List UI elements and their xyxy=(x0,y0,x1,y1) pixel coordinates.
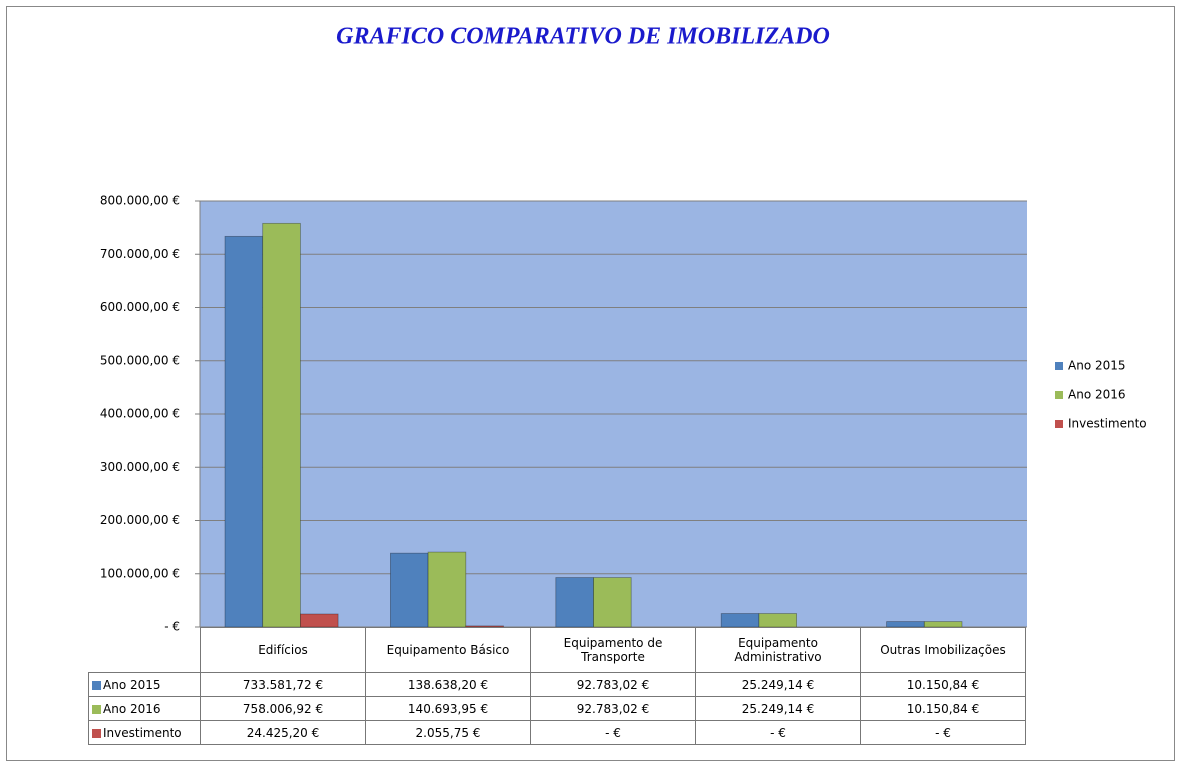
table-header-row: Edifícios Equipamento Básico Equipamento d… xyxy=(88,627,1026,673)
table-row: Ano 2016 758.006,92 €140.693,95 €92.783,0… xyxy=(88,696,1026,721)
table-value: - € xyxy=(530,720,696,745)
table-value: 733.581,72 € xyxy=(200,672,366,697)
table-corner xyxy=(88,627,201,673)
bar xyxy=(262,222,301,628)
table-value: 92.783,02 € xyxy=(530,696,696,721)
series-name: Investimento xyxy=(103,725,182,740)
x-tick-label: Edifícios xyxy=(200,627,366,673)
table-row-header: Ano 2015 xyxy=(88,672,201,697)
table-value: 138.638,20 € xyxy=(365,672,531,697)
table-key xyxy=(92,728,101,738)
table-value: 2.055,75 € xyxy=(365,720,531,745)
series-name: Ano 2015 xyxy=(103,677,161,692)
data-table: Edifícios Equipamento Básico Equipamento d… xyxy=(88,627,1026,745)
x-tick-label: Equipamento de Transporte xyxy=(530,627,696,673)
bar xyxy=(720,613,760,628)
table-key xyxy=(92,704,101,714)
y-tick-label: 600.000,00 € xyxy=(100,300,180,314)
y-tick-label: 700.000,00 € xyxy=(100,247,180,261)
chart-title: GRAFICO COMPARATIVO DE IMOBILIZADO xyxy=(336,24,830,50)
y-tick-label: 100.000,00 € xyxy=(100,566,180,580)
legend-label: Ano 2016 xyxy=(1068,388,1126,402)
table-value: 140.693,95 € xyxy=(365,696,531,721)
series-name: Ano 2016 xyxy=(103,701,161,716)
x-tick-label: Equipamento Administrativo xyxy=(695,627,861,673)
table-value: 25.249,14 € xyxy=(695,696,861,721)
bar xyxy=(923,621,963,628)
legend-swatch xyxy=(1055,420,1063,428)
legend-swatch xyxy=(1055,362,1063,370)
table-row: Ano 2015 733.581,72 €138.638,20 €92.783,0… xyxy=(88,672,1026,697)
bar xyxy=(299,613,339,628)
y-tick-label: 800.000,00 € xyxy=(100,194,180,208)
bar xyxy=(758,613,798,628)
y-tick-label: 200.000,00 € xyxy=(100,513,180,527)
table-value: 92.783,02 € xyxy=(530,672,696,697)
table-value: - € xyxy=(860,720,1026,745)
y-tick-label: 300.000,00 € xyxy=(100,460,180,474)
bar xyxy=(427,551,467,628)
legend-label: Ano 2015 xyxy=(1068,359,1126,373)
bar xyxy=(555,577,594,628)
table-key xyxy=(92,680,101,690)
table-row-header: Ano 2016 xyxy=(88,696,201,721)
table-value: - € xyxy=(695,720,861,745)
table-value: 10.150,84 € xyxy=(860,696,1026,721)
y-tick-label: 500.000,00 € xyxy=(100,353,180,367)
bar xyxy=(593,577,632,628)
x-tick-label: Equipamento Básico xyxy=(365,627,531,673)
bar xyxy=(389,552,429,628)
legend-swatch xyxy=(1055,391,1063,399)
chart-border xyxy=(6,6,1175,761)
table-row: Investimento 24.425,20 €2.055,75 € - € - € -… xyxy=(88,720,1026,745)
bar xyxy=(224,235,264,628)
y-tick-label: 400.000,00 € xyxy=(100,407,180,421)
table-row-header: Investimento xyxy=(88,720,201,745)
table-value: 10.150,84 € xyxy=(860,672,1026,697)
legend-label: Investimento xyxy=(1068,417,1147,431)
table-value: 25.249,14 € xyxy=(695,672,861,697)
x-tick-label: Outras Imobilizações xyxy=(860,627,1026,673)
table-value: 758.006,92 € xyxy=(200,696,366,721)
table-value: 24.425,20 € xyxy=(200,720,366,745)
